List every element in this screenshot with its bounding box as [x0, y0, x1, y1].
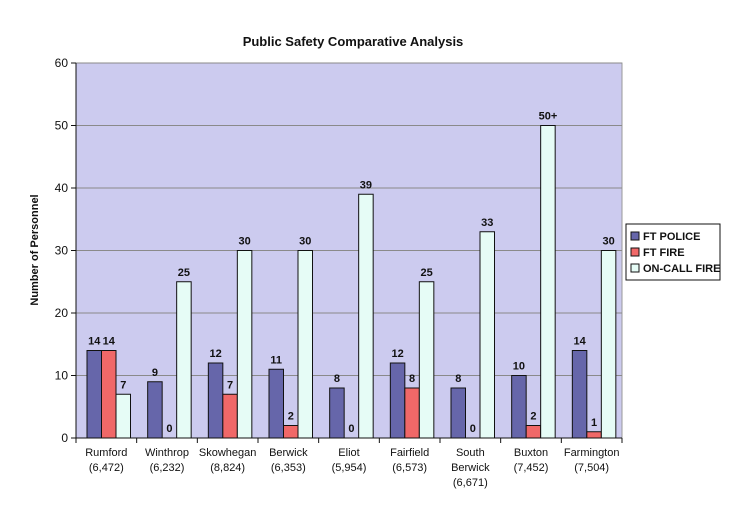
legend-label: ON-CALL FIRE — [643, 263, 720, 275]
data-label: 30 — [299, 236, 311, 248]
data-label: 7 — [120, 379, 126, 391]
bar-ft-fire — [101, 350, 117, 439]
bar-on-call-fire — [115, 393, 131, 439]
bars — [86, 125, 617, 439]
chart-title: Public Safety Comparative Analysis — [243, 34, 464, 49]
data-label: 8 — [455, 373, 461, 385]
x-category-label: (8,824) — [210, 462, 245, 474]
data-label: 8 — [409, 373, 415, 385]
x-category-label: Berwick — [451, 462, 490, 474]
data-label: 8 — [334, 373, 340, 385]
x-category-label: Winthrop — [145, 447, 189, 459]
data-label: 14 — [103, 336, 116, 348]
x-category-label: Eliot — [338, 447, 359, 459]
bar-on-call-fire — [418, 281, 435, 439]
data-label: 1 — [591, 417, 597, 429]
x-category-label: (7,452) — [514, 462, 549, 474]
bar-ft-police — [571, 350, 588, 439]
bar-on-call-fire — [540, 125, 556, 439]
x-category-label: South — [456, 447, 485, 459]
data-label: 30 — [602, 236, 614, 248]
y-tick-label: 60 — [55, 56, 69, 70]
y-tick-label: 10 — [55, 369, 69, 383]
bar-ft-police — [268, 368, 284, 439]
x-category-label: (6,573) — [392, 462, 427, 474]
bar-on-call-fire — [358, 193, 374, 439]
x-axis-categories: Rumford (6,472) Winthrop (6,232) Skowhegan (8… — [75, 438, 623, 489]
bar-ft-fire — [586, 431, 602, 439]
legend-box — [625, 223, 721, 281]
x-category-label: Berwick — [269, 447, 308, 459]
bar-on-call-fire — [176, 281, 192, 439]
x-category-label: (6,472) — [89, 462, 124, 474]
x-category-label: (6,353) — [271, 462, 306, 474]
y-tick-label: 20 — [55, 306, 69, 320]
bar-ft-police — [511, 375, 527, 439]
data-label: 12 — [391, 348, 403, 360]
x-category-label: Rumford — [85, 447, 127, 459]
bar-on-call-fire — [236, 250, 253, 439]
x-category-label: (6,671) — [453, 477, 488, 489]
data-label: 11 — [270, 354, 282, 366]
x-category-label: Skowhegan — [199, 447, 257, 459]
data-label: 33 — [481, 217, 493, 229]
legend-label: FT POLICE — [643, 231, 700, 243]
legend: FT POLICE FT FIRE ON-CALL FIRE — [625, 223, 721, 281]
y-tick-label: 30 — [55, 244, 69, 258]
y-tick-label: 50 — [55, 119, 69, 133]
bar-ft-police — [329, 387, 345, 439]
data-labels: 14 14790251273011230803912825803310250+14… — [88, 111, 615, 436]
data-label: 10 — [513, 361, 525, 373]
x-category-label: Buxton — [514, 447, 548, 459]
bar-ft-police — [86, 350, 102, 439]
y-tick-label: 40 — [55, 181, 69, 195]
bar-on-call-fire — [600, 250, 617, 439]
data-label: 14 — [573, 336, 586, 348]
data-label: 0 — [166, 423, 172, 435]
legend-swatch — [630, 247, 640, 257]
legend-swatch — [630, 263, 640, 273]
x-category-label: (5,954) — [332, 462, 367, 474]
data-label: 25 — [178, 267, 190, 279]
data-label: 14 — [88, 336, 101, 348]
data-label: 30 — [238, 236, 250, 248]
gridlines — [76, 62, 622, 376]
legend-swatch — [630, 231, 640, 241]
data-label: 50+ — [539, 111, 558, 123]
x-category-label: Fairfield — [390, 447, 429, 459]
data-label: 2 — [288, 411, 294, 423]
y-axis-label: Number of Personnel — [29, 194, 41, 305]
bar-on-call-fire — [297, 250, 313, 439]
data-label: 25 — [420, 267, 432, 279]
data-label: 0 — [348, 423, 354, 435]
bar-ft-police — [207, 362, 224, 439]
y-tick-label: 0 — [61, 431, 68, 445]
data-label: 39 — [360, 179, 372, 191]
bar-ft-fire — [404, 387, 420, 439]
bar-ft-fire — [283, 425, 299, 439]
data-label: 7 — [227, 379, 233, 391]
bar-ft-police — [389, 362, 406, 439]
bar-on-call-fire — [479, 231, 495, 439]
bar-ft-police — [147, 381, 163, 439]
x-category-label: (6,232) — [150, 462, 185, 474]
data-label: 2 — [530, 411, 536, 423]
x-category-label: (7,504) — [574, 462, 609, 474]
x-category-label: Farmington — [564, 447, 620, 459]
legend-label: FT FIRE — [643, 247, 685, 259]
bar-ft-police — [450, 387, 466, 439]
data-label: 9 — [152, 367, 158, 379]
bar-ft-fire — [222, 393, 238, 439]
data-label: 12 — [209, 348, 221, 360]
bar-ft-fire — [525, 425, 542, 439]
data-label: 0 — [470, 423, 476, 435]
